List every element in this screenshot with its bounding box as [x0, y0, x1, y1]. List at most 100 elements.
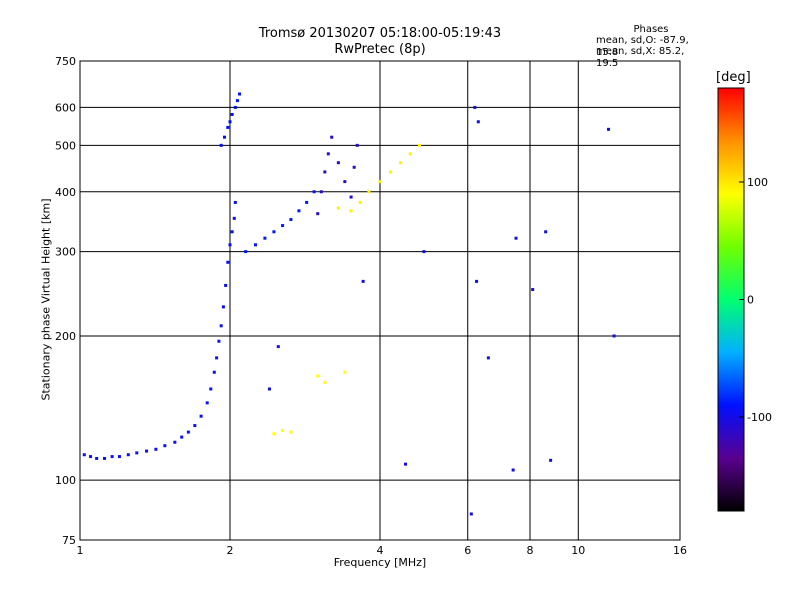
- scatter-point: [238, 92, 242, 96]
- x-tick-label: 2: [227, 544, 234, 557]
- scatter-point: [82, 453, 86, 457]
- scatter-point: [475, 279, 479, 283]
- x-tick-label: 16: [673, 544, 687, 557]
- scatter-point: [244, 250, 248, 254]
- scatter-point: [186, 430, 190, 434]
- scatter-point: [326, 152, 330, 156]
- plot-frame: [79, 60, 681, 541]
- y-tick-label: 500: [55, 139, 76, 152]
- scatter-point: [514, 236, 518, 240]
- scatter-point: [228, 243, 232, 247]
- scatter-point: [89, 455, 93, 459]
- scatter-point: [103, 456, 107, 460]
- scatter-point: [352, 165, 356, 169]
- scatter-point: [173, 440, 177, 444]
- scatter-point: [110, 455, 114, 459]
- scatter-point: [349, 209, 353, 213]
- scatter-point: [358, 200, 362, 204]
- scatter-point: [607, 127, 611, 131]
- scatter-point: [389, 170, 393, 174]
- scatter-point: [281, 224, 285, 228]
- scatter-point: [217, 339, 221, 343]
- grid-lines: [80, 61, 680, 540]
- scatter-point: [316, 212, 320, 216]
- y-tick-label: 600: [55, 101, 76, 114]
- y-tick-label: 750: [55, 55, 76, 68]
- scatter-point: [272, 230, 276, 234]
- scatter-point: [272, 432, 276, 436]
- scatter-point: [408, 152, 412, 156]
- scatter-point: [235, 99, 239, 103]
- scatter-point: [145, 449, 149, 453]
- scatter-point: [215, 356, 219, 360]
- y-axis-label: Stationary phase Virtual Height [km]: [39, 198, 53, 401]
- scatter-point: [230, 230, 234, 234]
- phases-x-mode: mean, sd,X: 85.2, 19.5: [596, 46, 685, 69]
- y-axis-ticks: 75 100 200 300 400 500 600 750: [55, 55, 76, 547]
- scatter-point: [193, 424, 197, 428]
- scatter-point: [403, 462, 407, 466]
- scatter-point: [126, 453, 130, 457]
- x-tick-label: 4: [377, 544, 384, 557]
- x-axis-label: Frequency [MHz]: [333, 556, 427, 569]
- y-tick-label: 200: [55, 330, 76, 343]
- scatter-point: [180, 435, 184, 439]
- scatter-point: [267, 387, 271, 391]
- y-tick-label: 300: [55, 246, 76, 259]
- scatter-point: [361, 279, 365, 283]
- phases-o-mode: mean, sd,O: -87.9, 15.8: [596, 35, 689, 58]
- colorbar-tick-label: 0: [747, 294, 754, 307]
- scatter-point: [476, 120, 480, 124]
- scatter-point: [544, 230, 548, 234]
- x-tick-label: 8: [527, 544, 534, 557]
- x-tick-label: 6: [464, 544, 471, 557]
- scatter-point: [209, 387, 213, 391]
- scatter-point: [349, 195, 353, 199]
- scatter-point: [367, 190, 371, 194]
- scatter-point: [226, 125, 230, 129]
- scatter-point: [154, 447, 158, 451]
- scatter-point: [330, 135, 334, 139]
- scatter-point: [297, 209, 301, 213]
- scatter-point: [323, 170, 327, 174]
- scatter-point: [219, 324, 223, 328]
- scatter-point: [163, 444, 167, 448]
- scatter-point: [399, 161, 403, 165]
- scatter-point: [253, 243, 257, 247]
- scatter-point: [224, 283, 228, 287]
- scatter-point: [233, 200, 237, 204]
- scatter-point: [343, 180, 347, 184]
- scatter-point: [212, 370, 216, 374]
- scatter-point: [276, 345, 280, 349]
- chart-subtitle: RwPretec (8p): [334, 42, 426, 57]
- scatter-point: [305, 200, 309, 204]
- scatter-point: [232, 216, 236, 220]
- scatter-point: [205, 401, 209, 405]
- scatter-point: [135, 451, 139, 455]
- scatter-point: [486, 356, 490, 360]
- scatter-point: [233, 105, 237, 109]
- scatter-point: [281, 428, 285, 432]
- scatter-point: [289, 430, 293, 434]
- scatter-point: [355, 143, 359, 147]
- colorbar-tick-label: -100: [747, 411, 772, 424]
- scatter-point: [612, 334, 616, 338]
- scatter-point: [316, 374, 320, 378]
- scatter-points: [82, 92, 616, 516]
- scatter-point: [228, 120, 232, 124]
- scatter-point: [417, 143, 421, 147]
- scatter-point: [289, 218, 293, 222]
- scatter-point: [263, 236, 267, 240]
- scatter-point: [473, 105, 477, 109]
- y-tick-label: 400: [55, 186, 76, 199]
- scatter-point: [221, 305, 225, 309]
- scatter-point: [323, 380, 327, 384]
- scatter-point: [219, 143, 223, 147]
- scatter-point: [336, 206, 340, 210]
- scatter-point: [469, 512, 473, 516]
- scatter-point: [319, 190, 323, 194]
- colorbar-unit: [deg]: [716, 70, 751, 85]
- x-axis-ticks: 1 2 4 6 8 10 16: [77, 544, 688, 557]
- scatter-point: [199, 414, 203, 418]
- colorbar: 100 0 -100: [717, 87, 772, 512]
